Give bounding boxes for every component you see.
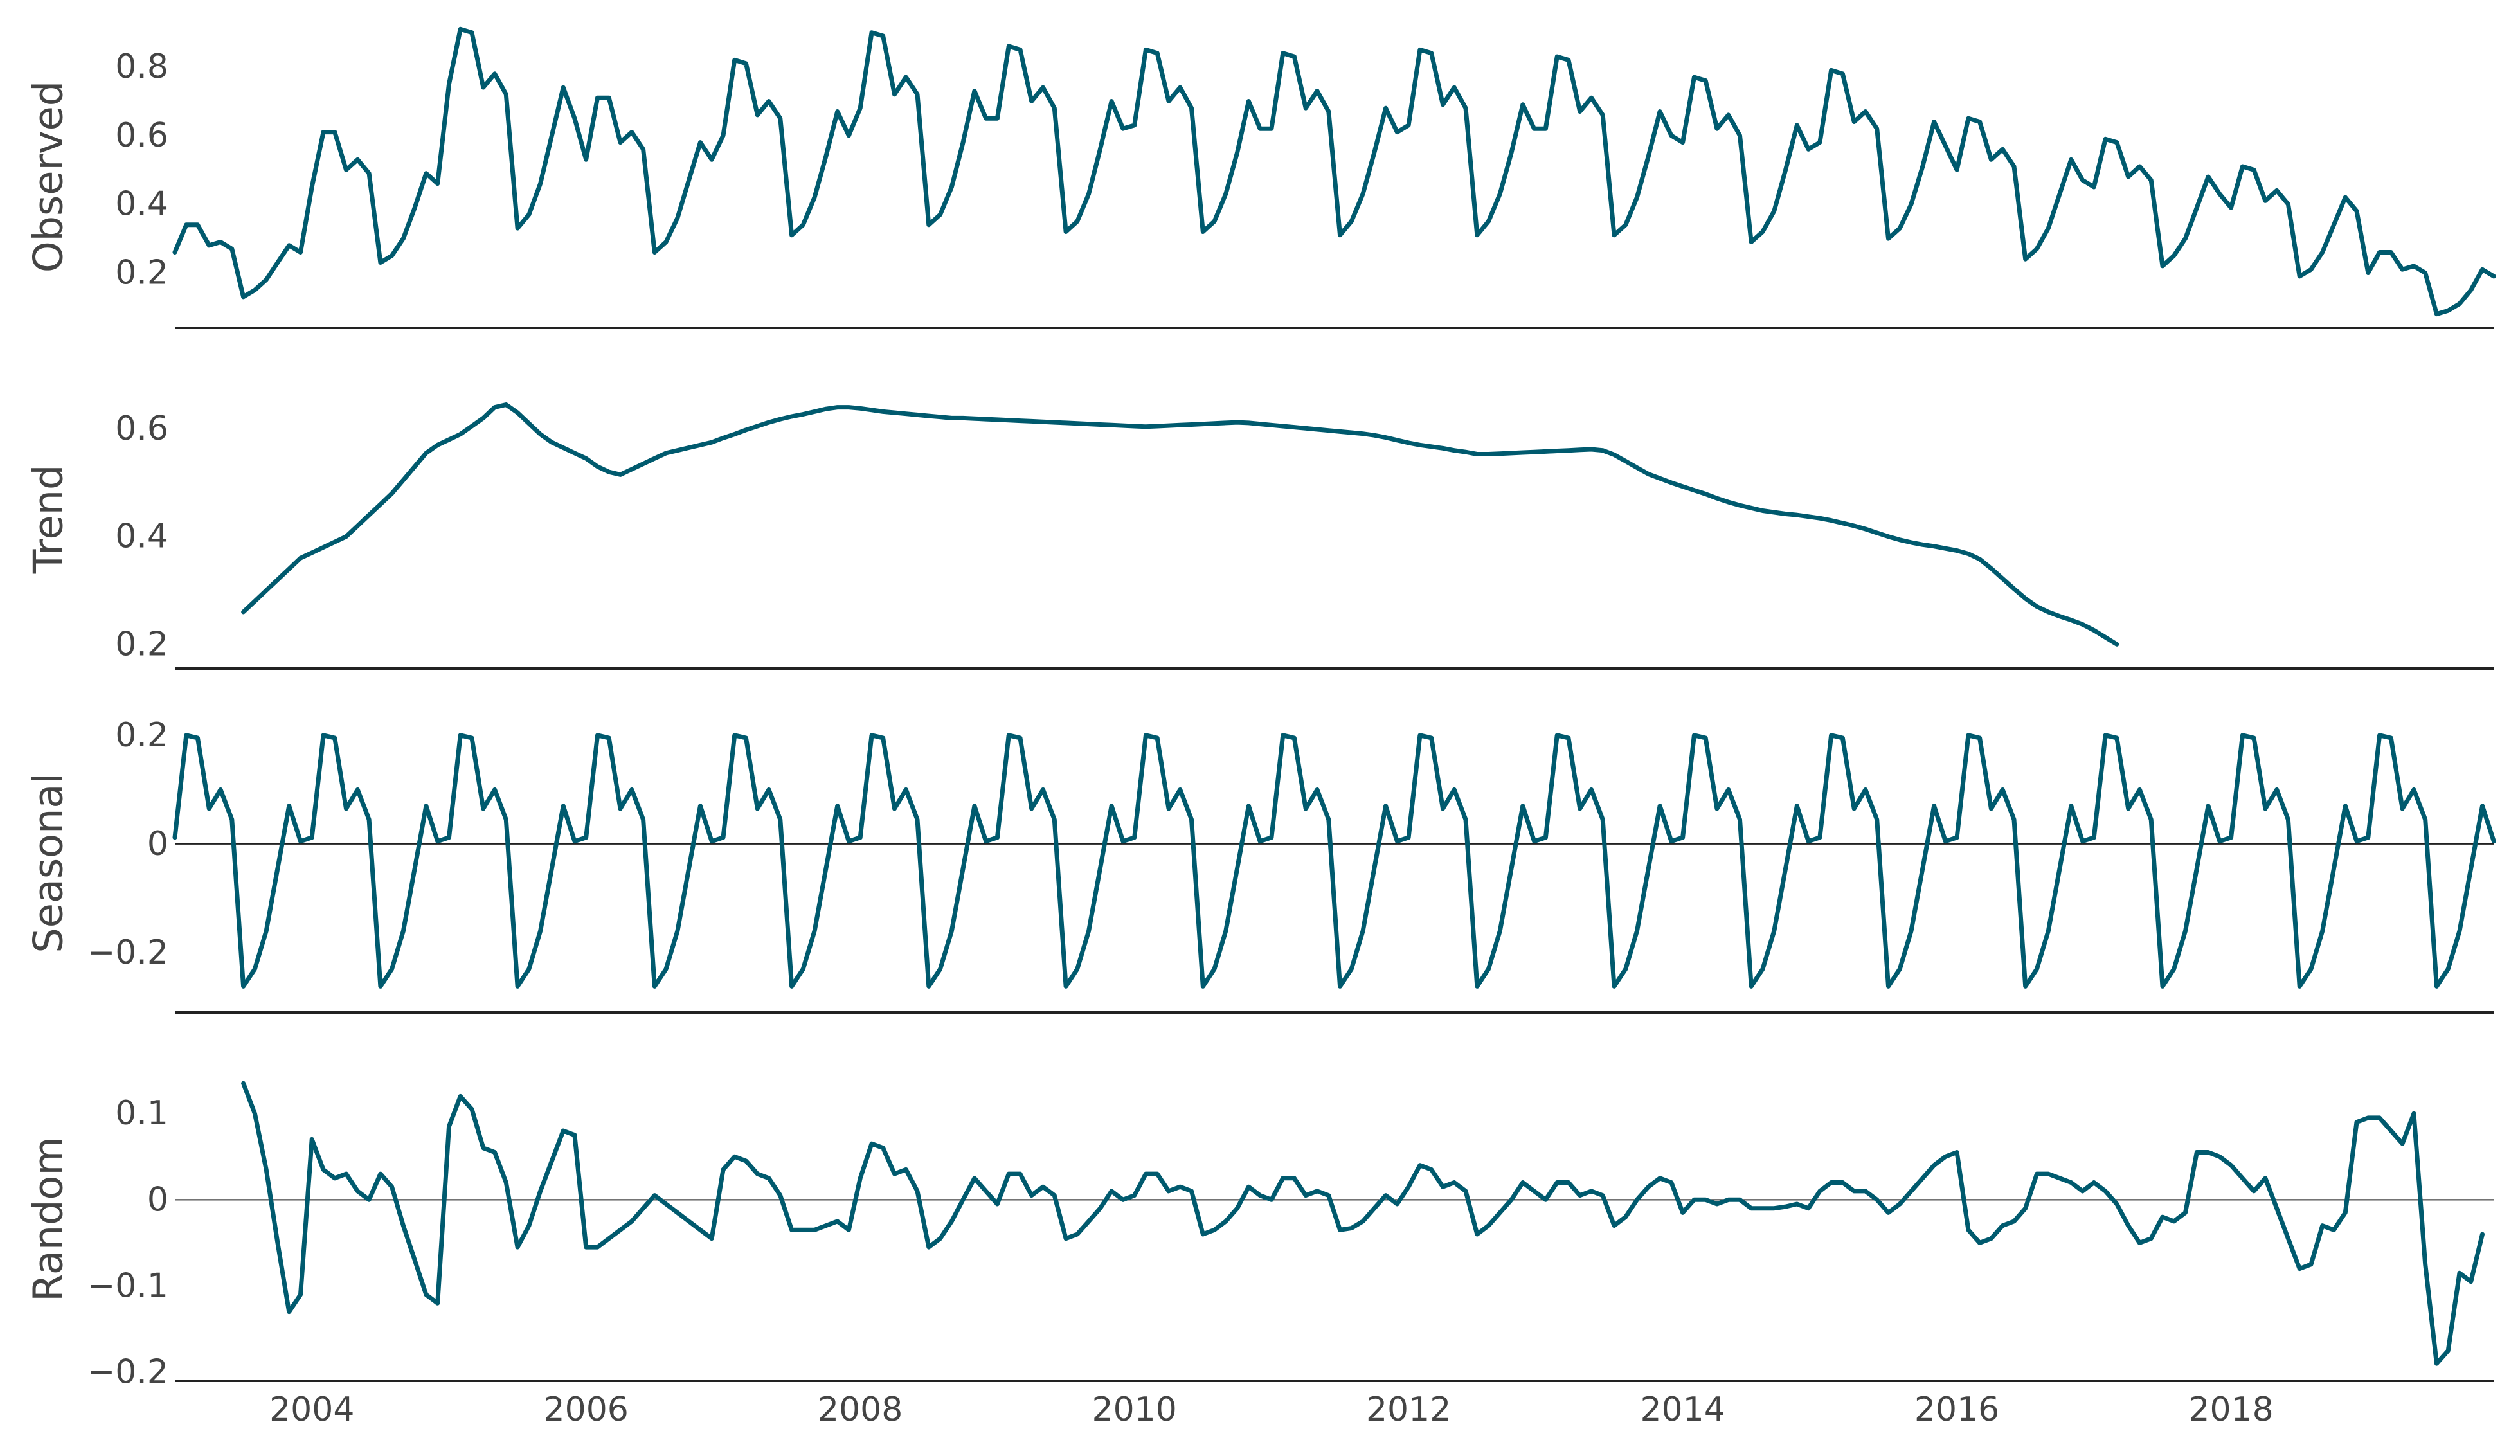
series-line-observed (172, 26, 2496, 317)
series-line-trend (241, 402, 2120, 647)
y-axis-label: Random (25, 1137, 72, 1302)
y-tick-label: 0.6 (115, 409, 168, 448)
y-tick-label: −0.1 (87, 1266, 168, 1305)
y-tick-label: 0.2 (115, 254, 168, 292)
panel-random: −0.2 −0.1 0 0.1 Random (25, 1081, 2494, 1392)
y-axis-label: Observed (25, 81, 72, 273)
x-tick-label: 2018 (2188, 1390, 2273, 1429)
y-tick-label: 0.2 (115, 625, 168, 663)
x-tick-label: 2010 (1092, 1390, 1176, 1429)
panel-seasonal: −0.2 0 0.2 Seasonal (25, 716, 2496, 1014)
x-tick-label: 2016 (1914, 1390, 1999, 1429)
series-line-seasonal (172, 733, 2496, 989)
x-tick-label: 2014 (1640, 1390, 1725, 1429)
x-tick-label: 2008 (818, 1390, 903, 1429)
y-tick-label: 0.8 (115, 48, 168, 86)
panel-observed: 0.2 0.4 0.6 0.8 Observed (25, 26, 2496, 329)
y-tick-label: −0.2 (87, 1353, 168, 1392)
y-tick-label: 0 (147, 1180, 168, 1219)
y-tick-label: 0.6 (115, 116, 168, 155)
x-tick-label: 2004 (269, 1390, 354, 1429)
series-line-random (241, 1081, 2485, 1366)
panel-trend: 0.2 0.4 0.6 Trend (25, 402, 2494, 670)
y-axis-label: Trend (25, 465, 72, 575)
x-tick-label: 2006 (544, 1390, 629, 1429)
y-tick-label: 0.4 (115, 185, 168, 224)
y-tick-label: 0 (147, 825, 168, 863)
x-axis: 2004 2006 2008 2010 2012 2014 2016 2018 (269, 1390, 2274, 1429)
y-tick-label: 0.2 (115, 716, 168, 755)
x-tick-label: 2012 (1366, 1390, 1451, 1429)
y-axis-label: Seasonal (25, 773, 72, 953)
y-tick-label: 0.1 (115, 1094, 168, 1133)
y-tick-label: −0.2 (87, 933, 168, 972)
y-tick-label: 0.4 (115, 517, 168, 556)
